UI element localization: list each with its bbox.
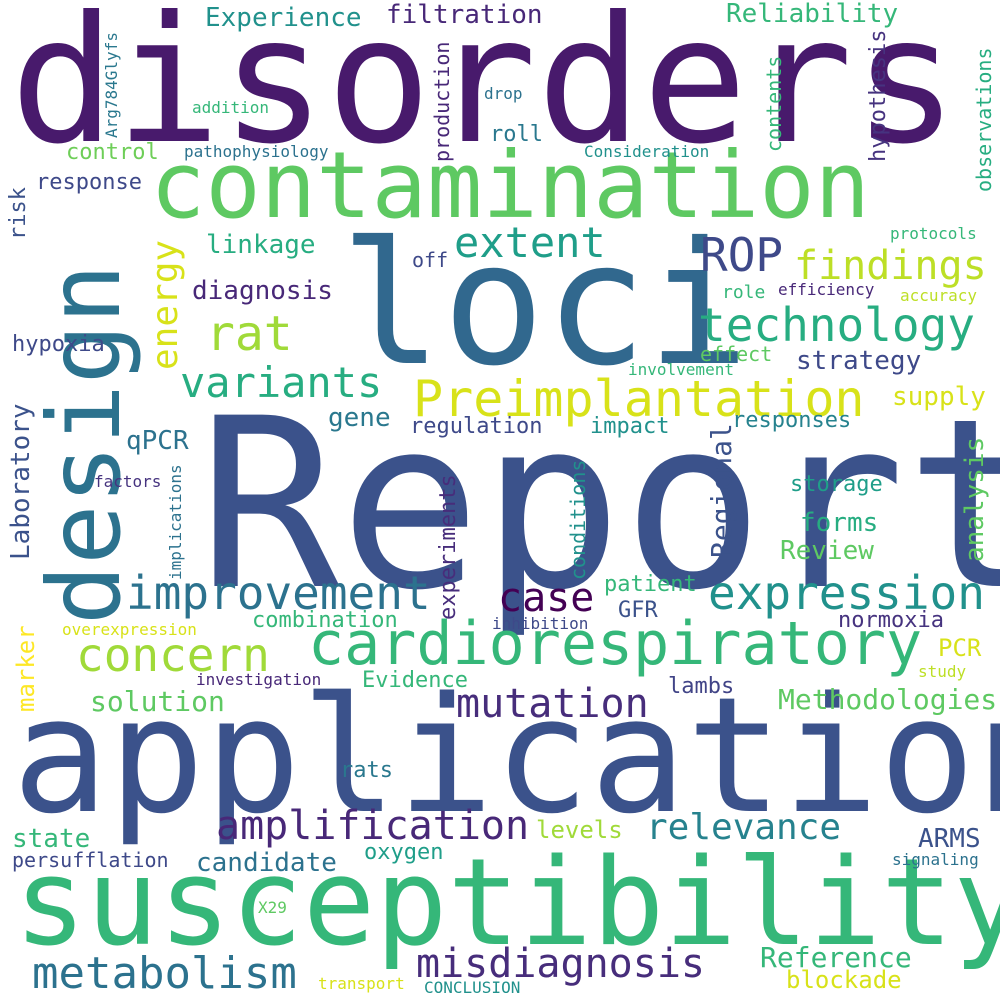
word-experience: Experience <box>205 3 362 33</box>
word-persufflation: persufflation <box>12 848 169 872</box>
word-transport: transport <box>318 974 405 993</box>
word-diagnosis: diagnosis <box>192 276 333 306</box>
word-investigation: investigation <box>196 670 322 689</box>
word-roll: roll <box>490 122 543 147</box>
word-technology: technology <box>698 298 975 352</box>
word-addition: addition <box>192 98 270 117</box>
word-qpcr: qPCR <box>126 426 189 456</box>
word-evidence: Evidence <box>362 668 468 693</box>
word-levels: levels <box>536 816 623 844</box>
word-control: control <box>66 140 159 165</box>
word-combination: combination <box>252 608 398 633</box>
word-production: production <box>430 41 454 162</box>
word-gene: gene <box>328 403 391 433</box>
word-effect: effect <box>700 342 773 366</box>
word-misdiagnosis: misdiagnosis <box>416 941 705 987</box>
word-susceptibility: susceptibility <box>14 834 1000 973</box>
word-pathophysiology: pathophysiology <box>184 142 329 161</box>
word-gfr: GFR <box>618 598 658 623</box>
word-responses: responses <box>732 408 852 433</box>
word-strategy: strategy <box>796 346 922 376</box>
word-drop: drop <box>484 84 523 103</box>
word-hypothesis: hypothesis <box>866 29 891 162</box>
word-signaling: signaling <box>892 850 979 869</box>
word-state: state <box>12 824 91 854</box>
word-conditions: conditions <box>566 459 590 580</box>
word-factors: factors <box>94 472 162 491</box>
word-extent: extent <box>454 218 606 267</box>
word-response: response <box>36 170 142 195</box>
word-off: off <box>412 248 449 272</box>
word-role: role <box>722 282 766 303</box>
word-oxygen: oxygen <box>364 840 444 865</box>
word-laboratory: Laboratory <box>6 403 36 560</box>
word-candidate: candidate <box>196 848 337 878</box>
word-arms: ARMS <box>918 824 981 854</box>
word-lambs: lambs <box>668 674 735 699</box>
word-design: design <box>26 263 143 625</box>
word-mutation: mutation <box>456 681 649 727</box>
word-metabolism: metabolism <box>32 948 297 999</box>
word-risk: risk <box>6 187 31 240</box>
word-energy: energy <box>145 239 186 370</box>
word-variants: variants <box>180 358 383 407</box>
word-disorders: disorders <box>10 0 959 183</box>
word-cardiorespiratory: cardiorespiratory <box>308 609 923 679</box>
word-solution: solution <box>90 685 225 718</box>
word-reference: Reference <box>760 941 912 974</box>
word-case: case <box>498 575 595 621</box>
word-relevance: relevance <box>646 807 842 848</box>
word-normoxia: normoxia <box>838 608 944 633</box>
word-protocols: protocols <box>890 224 977 243</box>
word-accuracy: accuracy <box>900 286 978 305</box>
word-review: Review <box>780 536 874 566</box>
word-filtration: filtration <box>386 0 543 30</box>
word-reliability: Reliability <box>726 0 899 29</box>
word-impact: impact <box>590 414 670 439</box>
word-patient: patient <box>604 572 697 597</box>
word-inhibition: inhibition <box>492 614 589 633</box>
word-observations: observations <box>972 47 996 193</box>
word-marker: marker <box>12 625 40 712</box>
word-rop: ROP <box>700 228 784 282</box>
word-storage: storage <box>790 472 883 497</box>
word-report: Report <box>198 369 1000 642</box>
word-regional: Regional <box>705 423 738 558</box>
word-analysis: analysis <box>960 436 990 562</box>
word-application: application <box>12 662 1000 849</box>
word-methodologies: Methodologies <box>778 683 998 716</box>
word-efficiency: efficiency <box>778 280 875 299</box>
word-blockade: blockade <box>786 966 902 994</box>
word-improvement: improvement <box>126 566 431 620</box>
word-x29: X29 <box>258 898 287 917</box>
word-amplification: amplification <box>216 803 530 849</box>
word-findings: findings <box>794 243 987 289</box>
word-involvement: involvement <box>628 360 734 379</box>
word-rats: rats <box>340 758 393 783</box>
word-pcr: PCR <box>938 634 982 662</box>
word-experiments: experiments <box>436 474 461 620</box>
word-consideration: Consideration <box>584 142 710 161</box>
word-implications: implications <box>166 464 185 580</box>
word-rat: rat <box>206 306 293 362</box>
word-supply: supply <box>892 382 986 412</box>
word-contamination: contamination <box>150 132 871 239</box>
word-study: study <box>918 662 967 681</box>
word-regulation: regulation <box>410 414 543 439</box>
word-overexpression: overexpression <box>62 620 197 639</box>
word-hypoxia: hypoxia <box>12 332 105 357</box>
word-forms: forms <box>800 508 879 538</box>
word-linkage: linkage <box>206 230 316 260</box>
word-preimplantation: Preimplantation <box>413 370 865 428</box>
word-concern: concern <box>76 628 270 682</box>
word-arg784glyfs: Arg784Glyfs <box>102 32 121 138</box>
word-contents: contents <box>762 55 786 152</box>
word-expression: expression <box>708 566 985 620</box>
word-conclusion: CONCLUSION <box>424 978 521 997</box>
word-loci: loci <box>340 206 750 404</box>
